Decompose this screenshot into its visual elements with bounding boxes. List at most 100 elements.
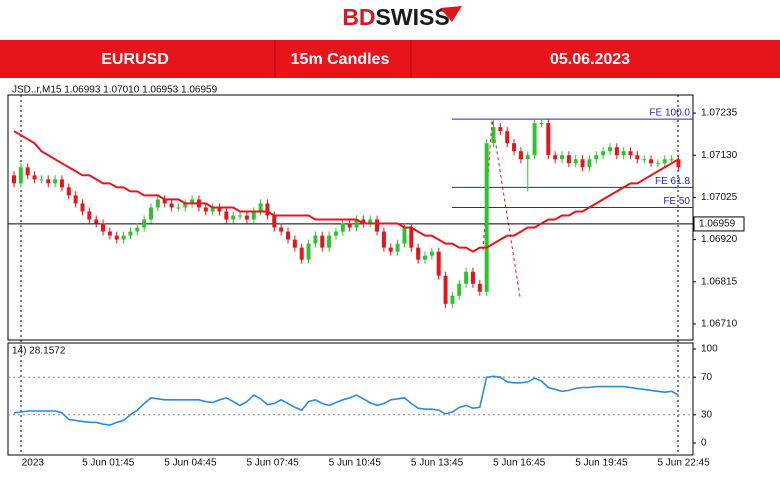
candle-body — [224, 211, 229, 220]
candle-body — [299, 247, 304, 260]
candle-body — [436, 251, 441, 276]
price-label: 1.06959 — [699, 219, 736, 230]
x-tick-label: 5 Jun 22:45 — [657, 458, 710, 469]
candle-body — [32, 175, 37, 180]
candle-body — [388, 247, 393, 252]
candle-body — [628, 151, 633, 156]
candle-body — [539, 123, 544, 125]
candle-body — [635, 155, 640, 160]
candle-body — [231, 215, 236, 220]
candle-body — [87, 211, 92, 220]
main-info: JSD..r,M15 1.06993 1.07010 1.06953 1.069… — [12, 85, 218, 96]
candle-body — [669, 159, 674, 161]
x-tick-label: 5 Jun 10:45 — [329, 458, 382, 469]
candle-body — [149, 207, 153, 220]
candle-body — [601, 151, 606, 156]
candle-body — [662, 159, 667, 164]
candle-body — [18, 167, 23, 184]
candle-body — [306, 243, 311, 260]
candle-body — [251, 211, 256, 220]
candle-body — [347, 223, 352, 228]
title-bar — [0, 40, 780, 78]
candle-body — [402, 227, 407, 244]
candle-body — [176, 207, 181, 209]
y-tick-label: 1.06815 — [701, 276, 738, 287]
price-box — [693, 216, 745, 232]
candle-body — [395, 243, 400, 252]
candle-body — [53, 179, 58, 184]
candle-body — [429, 251, 434, 256]
logo-bd: BD — [342, 4, 375, 30]
candle-body — [649, 159, 654, 164]
candle-body — [375, 219, 380, 232]
x-tick-label: 5 Jun 01:45 — [82, 458, 135, 469]
y-tick-label: 0 — [701, 438, 707, 449]
candle-body — [381, 231, 386, 248]
candle-body — [162, 199, 167, 204]
candle-body — [416, 247, 421, 260]
candle-body — [642, 159, 647, 161]
x-tick-label: 5 Jun 07:45 — [246, 458, 299, 469]
x-tick-label: 5 Jun 13:45 — [411, 458, 464, 469]
y-tick-label: 1.07025 — [701, 192, 738, 203]
candle-body — [135, 227, 140, 232]
candle-body — [39, 179, 44, 181]
candle-body — [238, 215, 243, 217]
candle-body — [292, 239, 297, 248]
y-tick-label: 1.07235 — [701, 108, 738, 119]
candle-body — [80, 203, 85, 212]
candle-body — [12, 175, 16, 184]
y-tick-label: 70 — [701, 372, 713, 383]
candle-body — [354, 219, 359, 228]
candle-body — [587, 159, 592, 168]
candle-body — [121, 235, 126, 240]
candle-body — [286, 231, 290, 240]
rsi-line — [13, 375, 679, 426]
candle-body — [46, 179, 51, 184]
candle-body — [491, 127, 496, 144]
candle-body — [607, 147, 612, 152]
candle-body — [621, 151, 626, 156]
logo: BDSWISS — [342, 4, 449, 30]
y-tick-label: 100 — [701, 344, 718, 355]
candle-body — [676, 159, 681, 168]
candle-body — [265, 203, 270, 216]
candle-body — [518, 151, 523, 160]
candle-body — [217, 207, 222, 212]
candle-body — [190, 199, 195, 204]
candle-body — [464, 271, 469, 284]
candle-body — [107, 231, 112, 236]
candle-body — [573, 159, 578, 164]
candle-body — [101, 223, 106, 232]
rsi-pane — [7, 342, 694, 456]
candle-body — [210, 207, 215, 212]
candle-body — [470, 271, 475, 284]
candle-body — [313, 235, 318, 244]
rsi-info: 14) 28.1572 — [12, 346, 66, 357]
candle-body — [320, 235, 325, 248]
symbol: EURUSD — [101, 51, 169, 68]
main-pane — [7, 94, 694, 341]
fibo-label: FE 100.0 — [649, 108, 690, 119]
fibo-label: FE 50 — [663, 196, 690, 207]
candle-body — [512, 143, 517, 152]
candle-body — [532, 123, 537, 156]
candle-body — [614, 147, 619, 156]
y-tick-label: 1.07130 — [701, 150, 738, 161]
candle-body — [361, 219, 366, 224]
candle-body — [566, 155, 571, 164]
timeframe: 15m Candles — [291, 51, 390, 68]
candle-body — [450, 295, 455, 304]
candle-body — [327, 235, 332, 248]
candle-body — [560, 155, 564, 160]
candle-body — [279, 227, 284, 232]
x-tick-label: 5 Jun 04:45 — [164, 458, 217, 469]
candle-body — [580, 159, 585, 168]
candle-body — [484, 143, 489, 292]
candle-body — [203, 207, 208, 212]
candle-body — [94, 219, 99, 224]
candle-body — [59, 179, 64, 188]
candle-body — [73, 195, 78, 204]
candle-body — [368, 219, 373, 224]
